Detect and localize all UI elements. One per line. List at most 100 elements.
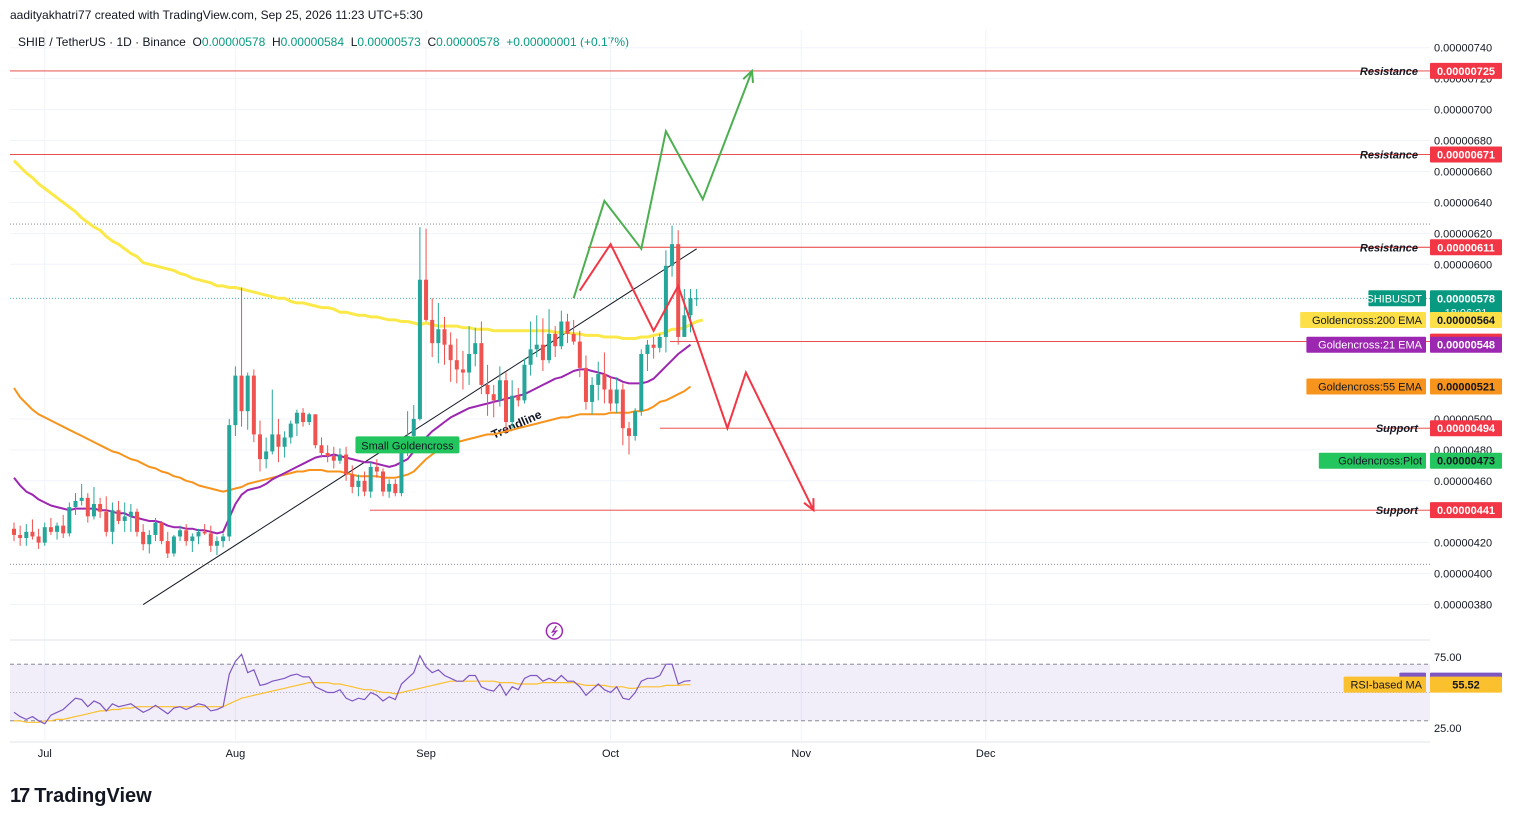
candle-body [479, 343, 484, 385]
rsi-tick-label: 25.00 [1434, 723, 1462, 735]
candle-body [639, 353, 644, 412]
indicator-name-text: SHIBUSDT [1366, 293, 1422, 305]
candle-body [184, 530, 189, 542]
candle-body [411, 418, 416, 436]
candle-body [614, 389, 619, 404]
rsi-band [10, 664, 1430, 721]
candle-body [627, 428, 631, 436]
candle-body [676, 244, 681, 337]
open-value: 0.00000578 [201, 35, 266, 49]
candle-body [534, 344, 539, 350]
candle-body [682, 315, 687, 337]
x-tick-label: Nov [791, 748, 811, 760]
candle-body [670, 244, 675, 266]
candle-body [590, 384, 595, 402]
candle-body [135, 511, 139, 532]
candle-body [214, 541, 219, 546]
candle-body [73, 500, 78, 508]
candle-body [540, 344, 545, 361]
y-tick-label: 0.00000460 [1434, 476, 1492, 488]
candle-body [620, 389, 625, 429]
candle-body [165, 541, 170, 554]
candle-body [559, 321, 564, 347]
candle-body [202, 531, 207, 534]
candle-body [55, 525, 60, 532]
rsi-value-badge [1430, 676, 1502, 693]
candle-body [42, 527, 47, 543]
symbol-label[interactable]: SHIB / TetherUS · 1D · Binance [18, 35, 186, 49]
candle-body [147, 534, 152, 545]
candle-body [208, 533, 213, 546]
candle-body [510, 395, 515, 423]
brand-name: TradingView [34, 785, 152, 807]
candle-body [313, 414, 318, 446]
candle-body [602, 374, 607, 390]
candle-body [301, 412, 306, 423]
candle-body [325, 452, 330, 457]
candle-body [98, 504, 103, 512]
candle-body [497, 380, 502, 401]
high-label: H [271, 35, 281, 49]
x-tick-label: Aug [226, 748, 246, 760]
resistance-label: Resistance [1360, 66, 1418, 78]
rsi-pane [10, 653, 1430, 725]
candle-body [221, 536, 226, 542]
candle-body [245, 375, 250, 412]
bull-projection [572, 70, 753, 299]
candle-body [688, 298, 693, 316]
candle-body [362, 480, 367, 492]
level-price-text: 0.00000441 [1437, 505, 1495, 517]
level-price-badge [1430, 502, 1502, 519]
candle-body [276, 434, 281, 447]
candle-body [381, 471, 385, 492]
rsi-ma-line [14, 680, 691, 723]
x-tick-label: Sep [416, 748, 436, 760]
ohlc-legend: SHIB / TetherUS · 1D · Binance O0.000005… [18, 35, 629, 49]
tv-logo-icon: 17 [10, 785, 30, 807]
candle-body [645, 344, 650, 354]
indicator-price-badge [1430, 452, 1502, 469]
candle-body [424, 279, 429, 320]
candle-body [12, 528, 16, 535]
candle-body [368, 466, 373, 492]
lightning-icon [545, 622, 564, 640]
candle-body [141, 531, 146, 545]
candle-body [374, 466, 379, 472]
indicator-name-badge [1300, 311, 1426, 328]
indicator-name-text: Goldencross:21 EMA [1318, 340, 1423, 352]
x-tick-label: Oct [602, 748, 619, 760]
y-tick-label: 0.00000660 [1434, 166, 1492, 178]
candle-body [270, 434, 275, 452]
x-tick-label: Dec [976, 748, 996, 760]
candle-body [110, 510, 115, 532]
candle-body [128, 511, 133, 517]
level-price-badge [1430, 420, 1502, 437]
candle-body [227, 425, 232, 537]
candle-body [153, 522, 158, 535]
candle-body [233, 375, 238, 426]
indicator-name-badge [1306, 378, 1426, 395]
tradingview-logo[interactable]: 17 TradingView [10, 785, 152, 808]
main-plot: Resistance Resistance Resistance Support Sup… [10, 66, 1430, 640]
candle-body [356, 480, 361, 487]
candle-body [528, 349, 533, 365]
candle-body [448, 344, 453, 361]
candle-body [319, 445, 324, 453]
candle-body [91, 504, 96, 517]
support-label: Support [1376, 505, 1419, 517]
candle-body [294, 412, 299, 424]
indicator-price-text: 0.00000548 [1437, 340, 1495, 352]
level-price-badge [1430, 62, 1502, 79]
ema21-line [13, 343, 692, 535]
candle-body [430, 319, 435, 344]
y-tick-label: 0.00000400 [1434, 569, 1492, 581]
attribution-text: aadityakhatri77 created with TradingView… [10, 8, 423, 22]
y-tick-label: 0.00000640 [1434, 197, 1492, 209]
lightning-icon-glyph [550, 625, 559, 637]
rsi-line [13, 653, 691, 725]
indicator-price-text: 0.00000473 [1437, 456, 1495, 468]
candle-body [36, 536, 41, 543]
candle-body [67, 507, 72, 534]
goldencross-badge [355, 436, 460, 454]
